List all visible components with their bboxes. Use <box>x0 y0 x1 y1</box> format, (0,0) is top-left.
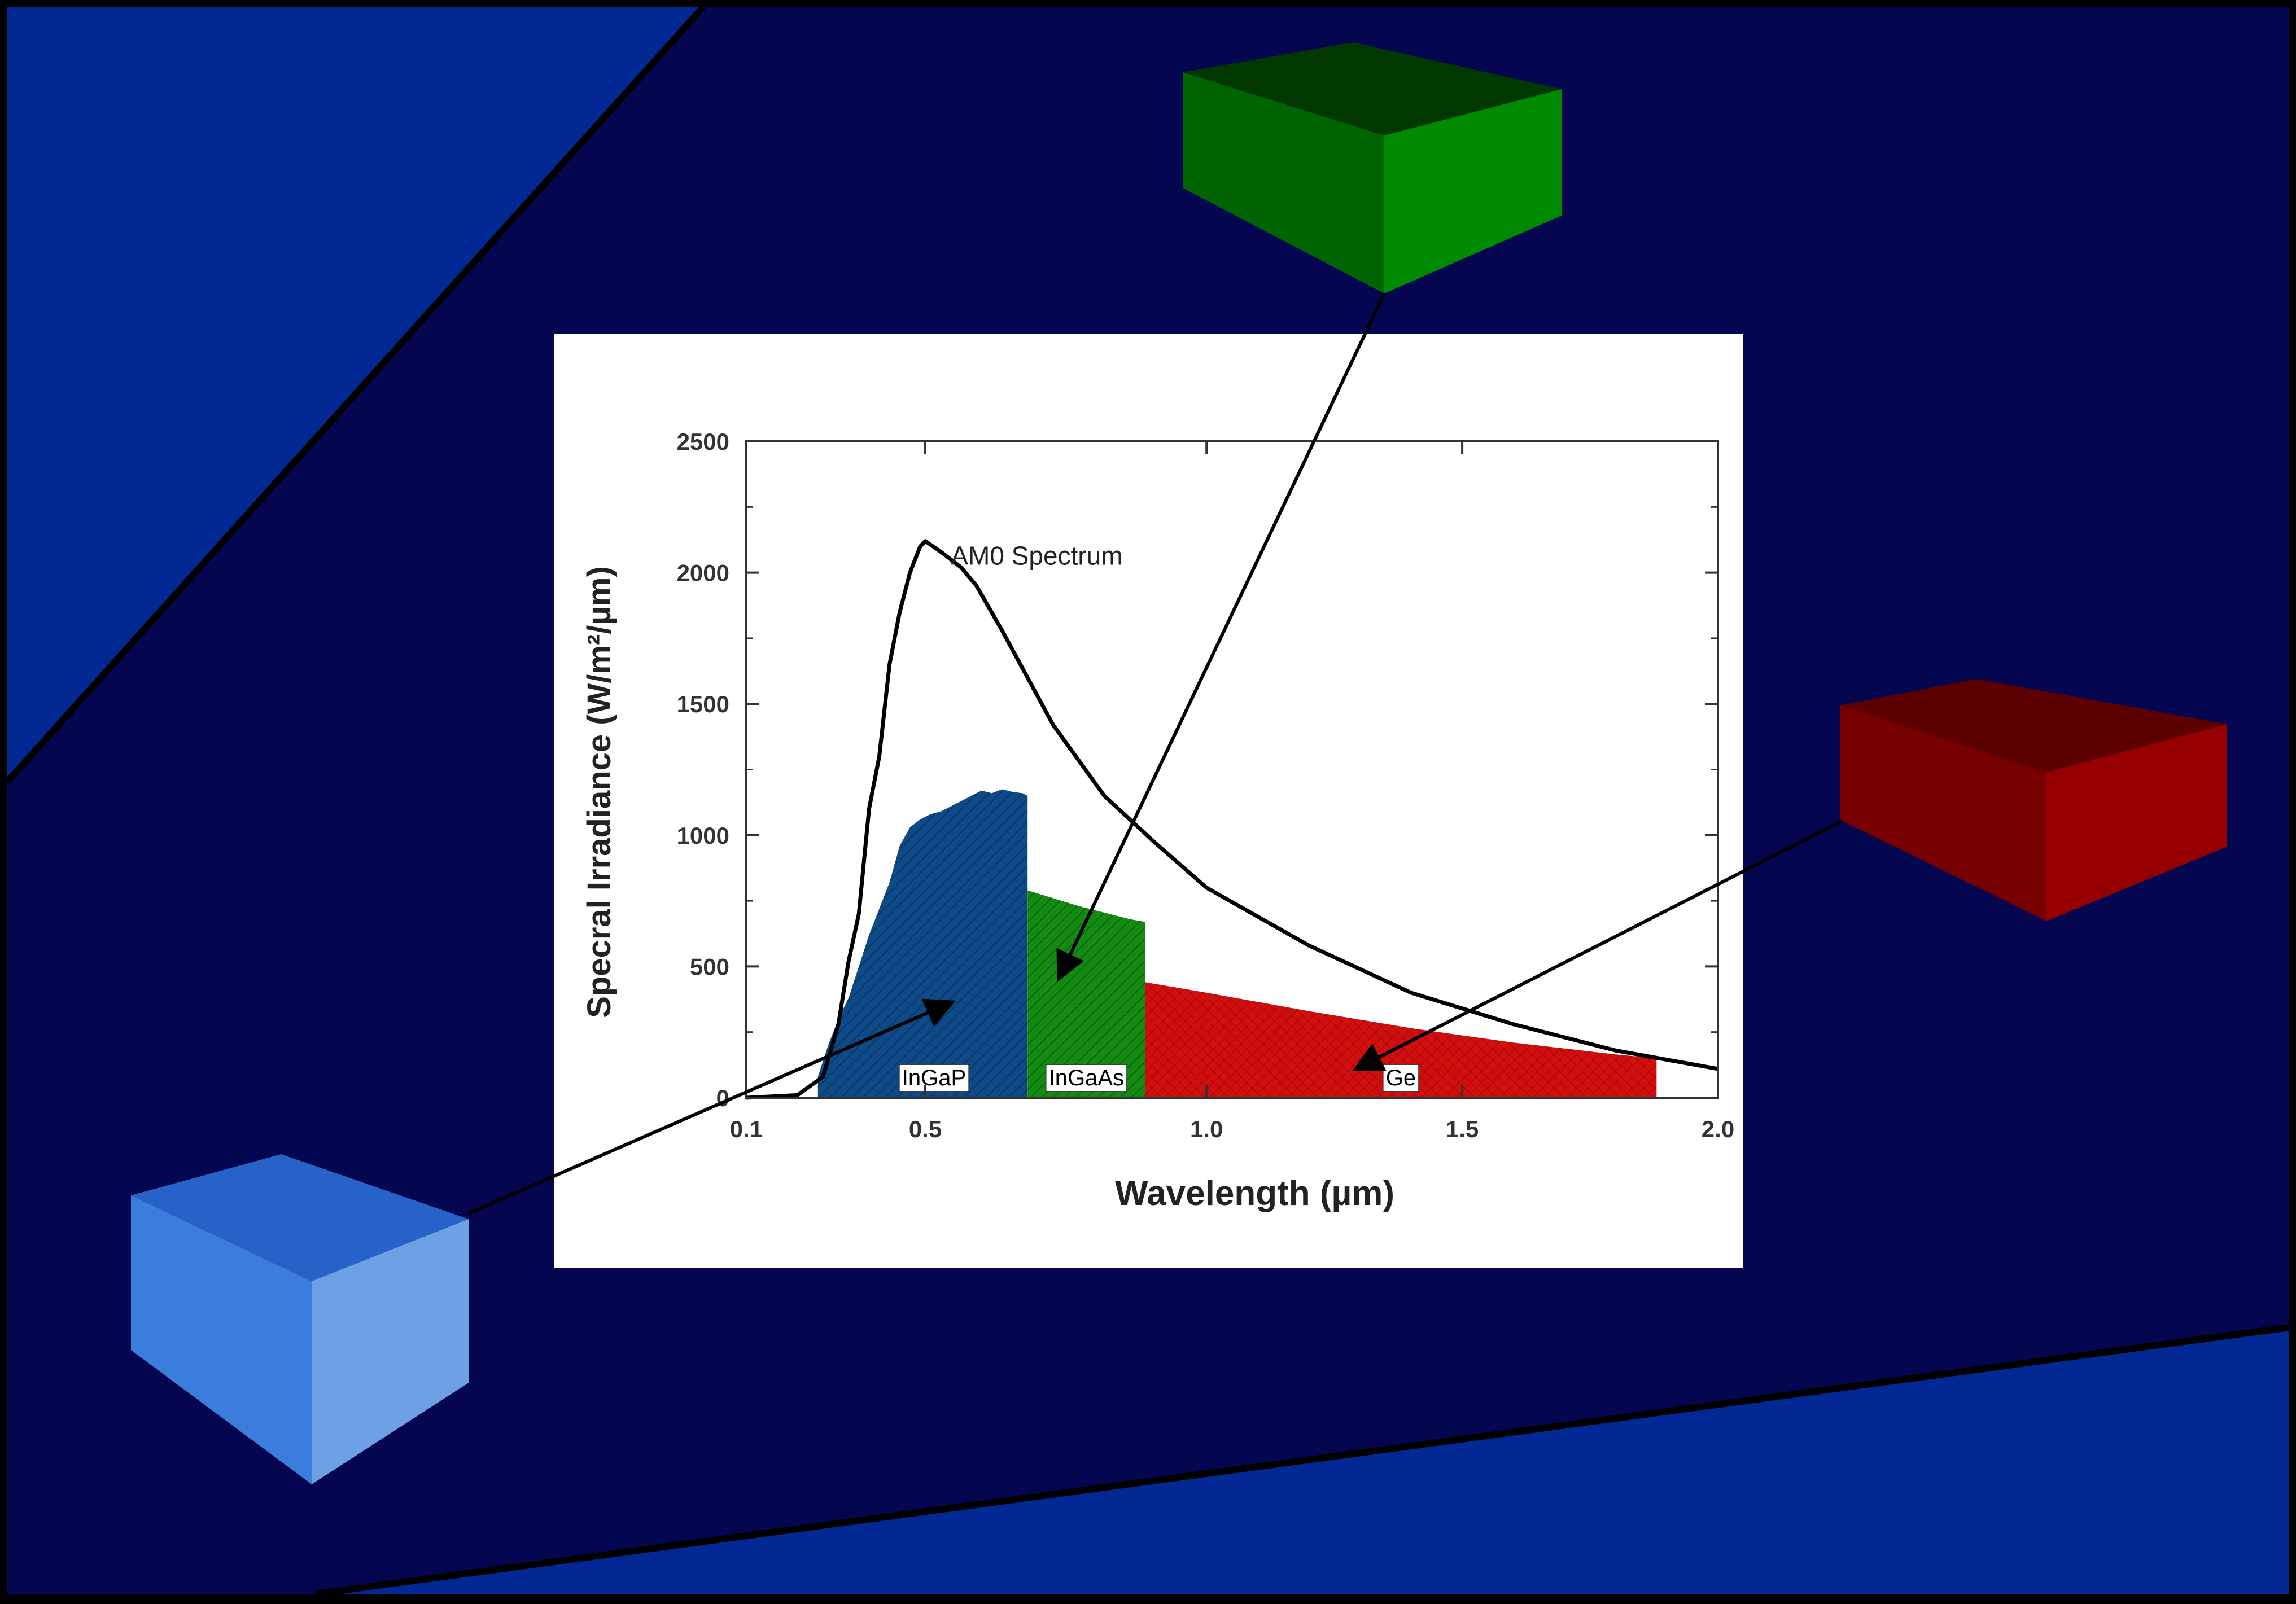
chart-labels: AM0 Spectrum Wavelength (µm) Specral Irr… <box>581 541 1394 1213</box>
band-label-box-ingap <box>899 1064 969 1092</box>
band-label-box-ge <box>1382 1064 1419 1092</box>
x-tick-label: 2.0 <box>1702 1116 1734 1142</box>
y-tick-label: 1000 <box>677 822 729 849</box>
y-tick-label: 2500 <box>677 428 729 455</box>
ge-pointer-arrow <box>1352 819 1843 1071</box>
x-tick-label: 1.0 <box>1190 1116 1223 1142</box>
band-label-ingap: InGaP <box>902 1066 966 1090</box>
ge-cube-right-face <box>2046 724 2227 921</box>
am0-spectrum-label: AM0 Spectrum <box>951 541 1122 571</box>
chart-panel: InGaP InGaAs Ge 0 500 1000 1500 2000 2500 0.1 0.5… <box>554 334 1743 1268</box>
band-ingaas-hatching <box>1027 890 1145 1098</box>
y-tick-label: 2000 <box>677 560 729 586</box>
ingap-pointer-arrow <box>467 998 956 1215</box>
ingap-cube-right-face <box>312 1219 469 1484</box>
ge-cube-left-face <box>1840 705 2046 921</box>
ingap-cube-left-face <box>131 1195 312 1484</box>
am0-spectrum-line <box>746 539 1718 1100</box>
y-tick-label: 1500 <box>677 691 729 717</box>
ingaas-cube-left-face <box>1183 72 1384 293</box>
ingaas-pointer-arrow <box>1056 292 1386 982</box>
ge-cube-top-face <box>1840 679 2227 772</box>
x-tick-label: 1.5 <box>1446 1116 1479 1142</box>
band-ingap-hatching <box>817 789 1028 1098</box>
y-axis-title: Specral Irradiance (W/m²/µm) <box>581 566 618 1018</box>
band-label-box-ingaas <box>1045 1064 1127 1092</box>
x-axis-title: Wavelength (µm) <box>1115 1174 1394 1213</box>
top-left-divider-line <box>5 5 706 785</box>
band-ge-hatching <box>1145 982 1657 1098</box>
ingap-cube-top-face <box>131 1154 469 1281</box>
band-label-ge: Ge <box>1386 1066 1416 1090</box>
ingaas-cube-right-face <box>1384 89 1562 293</box>
ingaas-cube-top-face <box>1183 42 1562 135</box>
am0-spectrum-series <box>746 539 1718 1100</box>
band-label-ingaas: InGaAs <box>1049 1066 1124 1090</box>
bottom-right-divider-line <box>316 1324 2289 1597</box>
x-tick-label: 0.5 <box>909 1116 942 1142</box>
ingap-cell-cube <box>131 1154 469 1484</box>
x-tick-label: 0.1 <box>730 1116 763 1142</box>
y-tick-label: 500 <box>690 953 729 980</box>
ge-cell-cube <box>1840 679 2227 921</box>
ingaas-cell-cube <box>1183 42 1562 293</box>
absorption-bands: InGaP InGaAs Ge <box>817 789 1657 1098</box>
